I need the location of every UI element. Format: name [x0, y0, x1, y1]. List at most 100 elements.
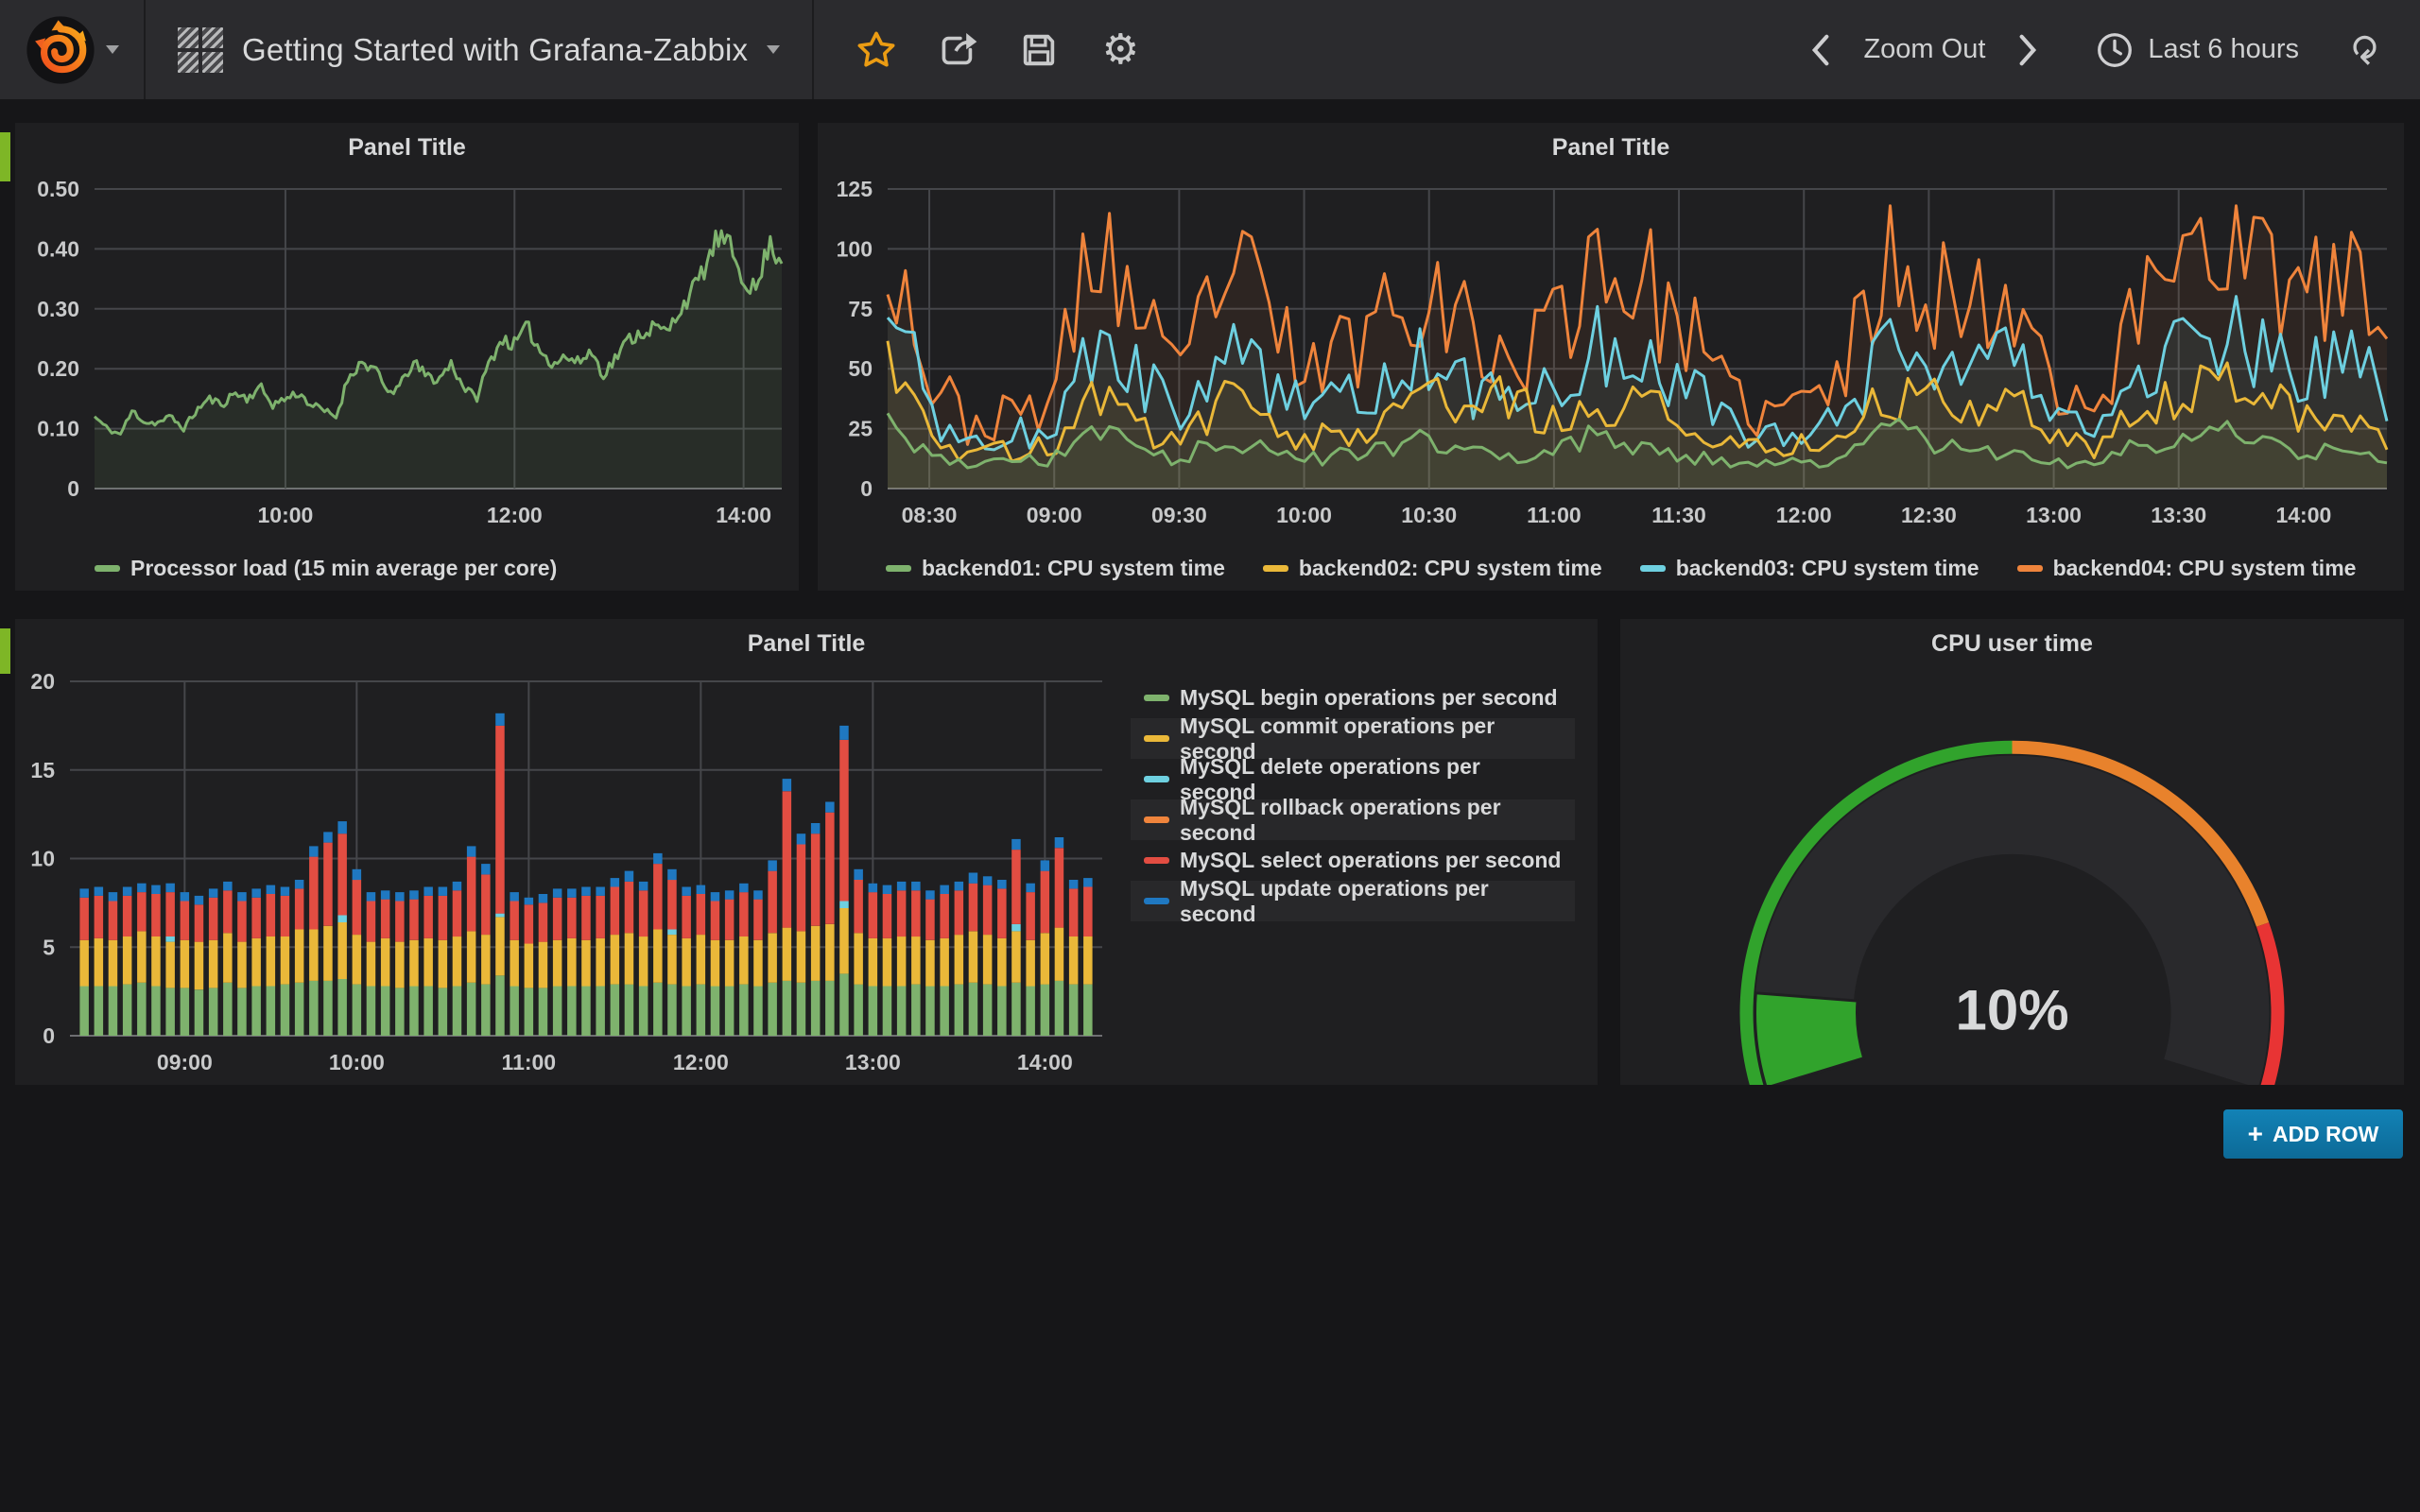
svg-text:0.10: 0.10 [37, 417, 79, 441]
svg-text:09:00: 09:00 [157, 1050, 213, 1074]
save-icon [1024, 34, 1055, 65]
svg-text:100: 100 [837, 236, 873, 261]
legend-color-dash [1639, 565, 1666, 572]
time-range-label: Last 6 hours [2148, 34, 2299, 64]
svg-text:14:00: 14:00 [1017, 1050, 1073, 1074]
svg-text:13:00: 13:00 [2026, 503, 2082, 527]
row-handle[interactable] [0, 132, 10, 181]
legend-label: backend04: CPU system time [2052, 556, 2357, 580]
dashboard-grid-icon [178, 26, 223, 73]
legend-color-dash [1144, 735, 1169, 742]
legend-item[interactable]: MySQL select operations per second [1131, 840, 1575, 881]
add-row-button[interactable]: + ADD ROW [2223, 1109, 2403, 1159]
legend-label: MySQL commit operations per second [1180, 713, 1495, 764]
panel-title[interactable]: Panel Title [747, 629, 866, 657]
grafana-logo-section[interactable] [0, 0, 146, 99]
legend-item[interactable]: backend03: CPU system time [1639, 556, 1979, 581]
panel-cpu-system-time: Panel Title 0 25 50 75 100 125 08:30 09:00 09:30… [818, 123, 2404, 591]
svg-text:5: 5 [43, 935, 55, 959]
save-button[interactable] [1016, 27, 1062, 73]
grafana-logo-icon [26, 15, 95, 84]
svg-text:15: 15 [30, 758, 55, 782]
svg-text:11:00: 11:00 [502, 1050, 557, 1074]
svg-text:10: 10 [30, 847, 55, 871]
refresh-button[interactable]: ⟳ [2341, 27, 2386, 73]
legend-item[interactable]: MySQL begin operations per second [1131, 678, 1575, 718]
svg-text:0: 0 [43, 1023, 55, 1048]
svg-text:0: 0 [67, 476, 79, 501]
legend-item[interactable]: MySQL update operations per second [1131, 876, 1575, 926]
time-range-picker[interactable]: Last 6 hours [2095, 30, 2299, 70]
svg-text:09:30: 09:30 [1151, 503, 1207, 527]
svg-text:125: 125 [837, 177, 873, 201]
legend-item[interactable]: MySQL delete operations per second [1131, 754, 1575, 804]
time-forward-button[interactable] [2014, 27, 2042, 73]
share-button[interactable] [935, 27, 980, 73]
refresh-icon: ⟳ [2341, 33, 2385, 66]
dashboard-title-dropdown[interactable]: Getting Started with Grafana-Zabbix [146, 0, 815, 99]
legend-color-dash [1262, 565, 1288, 572]
panel-title[interactable]: Panel Title [348, 133, 466, 161]
dashboard-title: Getting Started with Grafana-Zabbix [242, 31, 749, 67]
svg-text:08:30: 08:30 [902, 503, 958, 527]
share-icon [942, 32, 977, 64]
legend-item[interactable]: backend02: CPU system time [1262, 556, 1602, 581]
cpu-system-time-chart[interactable]: 0 25 50 75 100 125 08:30 09:00 09:30 10:00 10:30 11… [818, 172, 2404, 538]
legend-color-dash [1144, 695, 1169, 701]
time-back-button[interactable] [1806, 27, 1835, 73]
legend-item[interactable]: backend01: CPU system time [886, 556, 1225, 581]
legend-color-dash [95, 565, 120, 572]
legend-color-dash [2016, 565, 2043, 572]
chevron-left-icon [1812, 34, 1829, 65]
svg-text:12:00: 12:00 [487, 503, 543, 527]
svg-text:11:30: 11:30 [1651, 503, 1706, 527]
chart-legend: backend01: CPU system time backend02: CPU… [886, 556, 2356, 581]
navbar: Getting Started with Grafana-Zabbix ⚙ [0, 0, 2420, 99]
legend-label: backend01: CPU system time [922, 556, 1225, 580]
svg-text:13:30: 13:30 [2151, 503, 2206, 527]
legend-label: backend02: CPU system time [1298, 556, 1602, 580]
svg-text:50: 50 [848, 356, 873, 381]
legend-color-dash [1144, 857, 1169, 864]
svg-text:10:00: 10:00 [329, 1050, 385, 1074]
legend-item[interactable]: Processor load (15 min average per core) [95, 556, 557, 581]
legend-color-dash [1144, 898, 1169, 904]
legend-item[interactable]: backend04: CPU system time [2016, 556, 2357, 581]
svg-text:75: 75 [848, 297, 873, 321]
clock-icon [2098, 32, 2133, 67]
mysql-operations-chart[interactable]: 0 5 10 15 20 09:00 10:00 11:00 12:00 13:00 14:00 [15, 668, 1112, 1085]
svg-text:20: 20 [30, 669, 55, 694]
star-icon [857, 31, 895, 67]
legend-label: MySQL select operations per second [1180, 848, 1562, 872]
legend-label: MySQL rollback operations per second [1180, 794, 1501, 845]
cpu-user-time-gauge: 10% [1620, 668, 2404, 1092]
settings-button[interactable]: ⚙ [1098, 27, 1143, 73]
svg-text:10:00: 10:00 [1276, 503, 1332, 527]
legend-item[interactable]: MySQL rollback operations per second [1131, 795, 1575, 845]
legend-item[interactable]: MySQL commit operations per second [1131, 713, 1575, 764]
legend-label: Processor load (15 min average per core) [130, 556, 558, 580]
processor-load-chart[interactable]: 0 0.10 0.20 0.30 0.40 0.50 10:00 12:00 14:00 [15, 172, 799, 538]
svg-text:10%: 10% [1955, 979, 2068, 1042]
legend-label: MySQL update operations per second [1180, 875, 1489, 926]
logo-dropdown-caret[interactable] [106, 45, 119, 54]
panel-title[interactable]: Panel Title [1551, 133, 1670, 161]
add-row-label: ADD ROW [2272, 1121, 2379, 1146]
svg-text:14:00: 14:00 [716, 503, 771, 527]
plus-icon: + [2247, 1119, 2263, 1148]
legend-label: MySQL begin operations per second [1180, 685, 1558, 710]
panel-title[interactable]: CPU user time [1931, 629, 2093, 657]
panel-cpu-user-time: CPU user time 10% [1620, 619, 2404, 1092]
legend-color-dash [1144, 776, 1169, 782]
svg-text:0.50: 0.50 [37, 177, 79, 201]
chevron-right-icon [2019, 34, 2037, 65]
star-button[interactable] [854, 27, 899, 73]
row-handle[interactable] [0, 628, 10, 674]
zoom-out-button[interactable]: Zoom Out [1863, 34, 1986, 64]
panel-mysql-operations: Panel Title 0 5 10 15 20 09:00 10:00 11:00 12:00… [15, 619, 1598, 1085]
svg-text:10:30: 10:30 [1401, 503, 1457, 527]
gear-icon: ⚙ [1101, 25, 1139, 74]
svg-text:0.20: 0.20 [37, 356, 79, 381]
legend-label: backend03: CPU system time [1675, 556, 1979, 580]
legend-color-dash [1144, 816, 1169, 823]
